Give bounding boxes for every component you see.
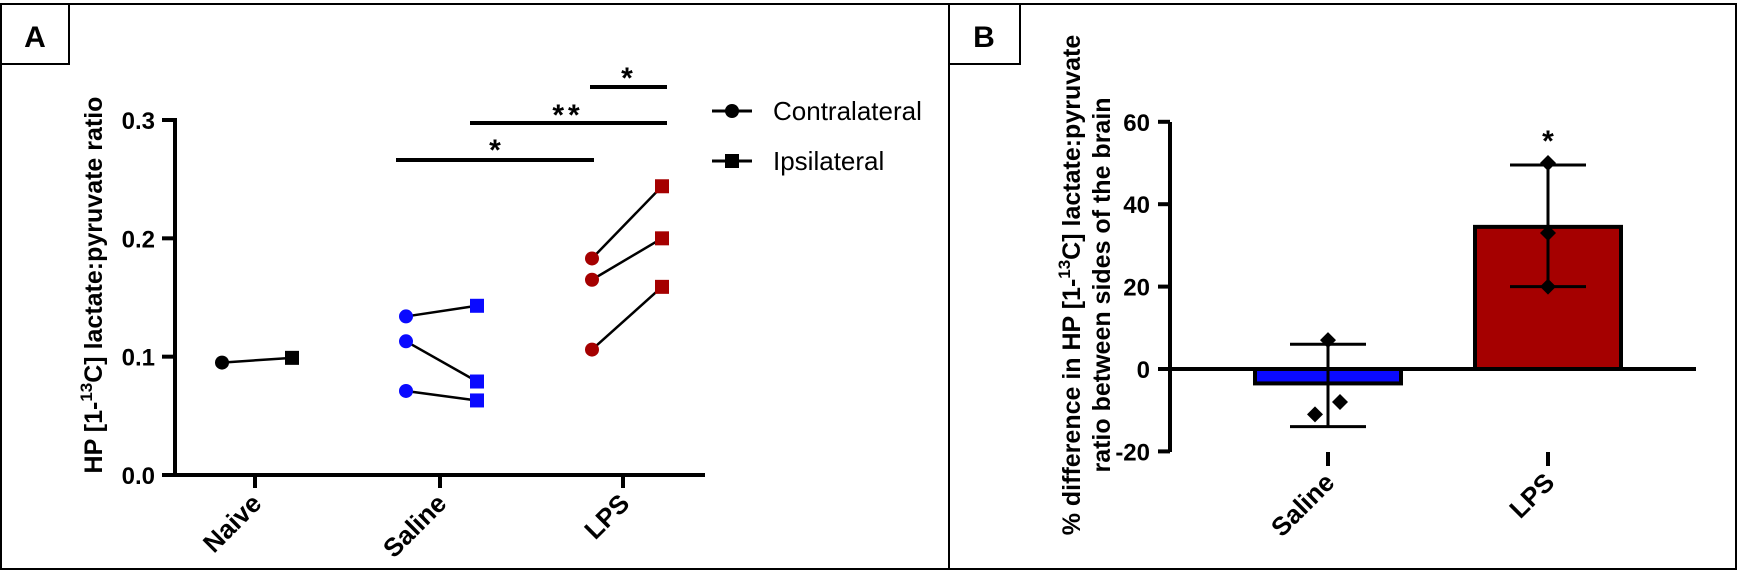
data-point-diamond <box>1332 393 1348 410</box>
y-tick-label: -20 <box>1115 439 1150 466</box>
y-tick-label: 0.1 <box>122 345 155 372</box>
contralateral-point <box>585 272 599 287</box>
x-category-label: Saline <box>1265 467 1340 542</box>
legend-label-contralateral: Contralateral <box>773 96 922 126</box>
contralateral-point <box>399 309 413 324</box>
panel-b-points <box>1307 155 1556 423</box>
panel-b: B % difference in HP [1-13C] lactate:pyr… <box>948 3 1737 570</box>
panel-b-significance: * <box>1542 125 1554 158</box>
y-tick-label: 20 <box>1123 275 1150 302</box>
panel-a-x-categories: Naive Saline LPS <box>197 475 635 563</box>
ipsilateral-point <box>470 393 484 408</box>
panel-a-y-axis-label: HP [1-13C] lactate:pyruvate ratio <box>77 97 108 474</box>
panel-b-letter-box <box>948 3 1021 65</box>
panel-a-letter-box <box>0 3 70 65</box>
panel-b-letter: B <box>973 21 995 54</box>
panel-a-significance: **** <box>396 62 667 167</box>
x-category-label: LPS <box>578 488 635 545</box>
y-tick-label: 0 <box>1137 357 1150 384</box>
y-tick-label: 0.0 <box>122 463 155 490</box>
pair-connector-line <box>591 285 663 351</box>
panel-b-y-axis-label-line2: ratio between sides of the brain <box>1088 97 1116 472</box>
data-point-diamond <box>1540 225 1556 242</box>
ipsilateral-point <box>655 231 669 246</box>
y-tick-label: 60 <box>1123 110 1150 137</box>
panel-a-y-ticks: 0.0 0.1 0.2 0.3 <box>122 108 175 490</box>
contralateral-point <box>399 334 413 349</box>
legend: Contralateral Ipsilateral <box>712 96 922 176</box>
y-tick-label: 0.2 <box>122 226 155 253</box>
legend-item-contralateral: Contralateral <box>712 96 922 126</box>
y-tick-label: 40 <box>1123 192 1150 219</box>
ipsilateral-point <box>655 279 669 294</box>
panel-b-y-ticks: -20 0 20 40 60 <box>1115 110 1170 466</box>
contralateral-point <box>585 342 599 357</box>
panel-b-bars <box>1253 224 1623 386</box>
pair-connector-line <box>221 356 293 364</box>
pair-connector-line <box>405 340 478 383</box>
contralateral-point <box>585 251 599 266</box>
legend-circle-marker <box>725 104 739 118</box>
panel-a: A HP [1-13C] lactate:pyruvate ratio 0.00… <box>0 3 950 570</box>
ipsilateral-point <box>285 350 299 365</box>
ipsilateral-point <box>470 298 484 313</box>
data-point-diamond <box>1320 332 1336 349</box>
x-category-label: LPS <box>1503 467 1560 524</box>
data-point-diamond <box>1540 278 1556 295</box>
contralateral-point <box>215 355 229 370</box>
panel-a-data <box>215 179 669 408</box>
pair-connector-line <box>591 237 663 281</box>
legend-label-ipsilateral: Ipsilateral <box>773 146 884 176</box>
significance-label: * <box>1542 125 1554 158</box>
panel-b-x-categories: Saline LPS <box>1265 452 1560 542</box>
ipsilateral-point <box>655 179 669 194</box>
panel-b-y-axis-label-line1: % difference in HP [1-13C] lactate:pyruv… <box>1055 35 1086 536</box>
ipsilateral-point <box>470 374 484 389</box>
panel-a-letter: A <box>24 21 46 54</box>
data-point-diamond <box>1540 155 1556 171</box>
legend-item-ipsilateral: Ipsilateral <box>712 146 884 176</box>
y-tick-label: 0.3 <box>122 108 155 135</box>
significance-label: * <box>621 62 637 95</box>
data-point-diamond <box>1307 406 1323 423</box>
pair-connector-line <box>405 389 478 402</box>
pair-connector-line <box>591 185 663 260</box>
contralateral-point <box>399 383 413 398</box>
legend-square-marker <box>725 154 739 168</box>
x-category-label: Saline <box>377 488 452 563</box>
x-category-label: Naive <box>197 488 267 558</box>
pair-connector-line <box>405 304 478 318</box>
significance-label: ** <box>552 99 583 132</box>
significance-label: * <box>489 134 505 167</box>
panel-b-frame <box>948 3 1737 570</box>
